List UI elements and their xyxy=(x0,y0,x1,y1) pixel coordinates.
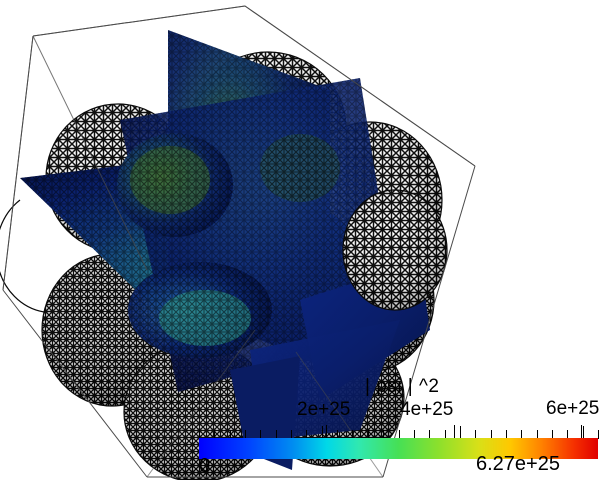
slice-core-highlight xyxy=(117,133,340,358)
isosurface-lobes-front xyxy=(0,189,448,313)
